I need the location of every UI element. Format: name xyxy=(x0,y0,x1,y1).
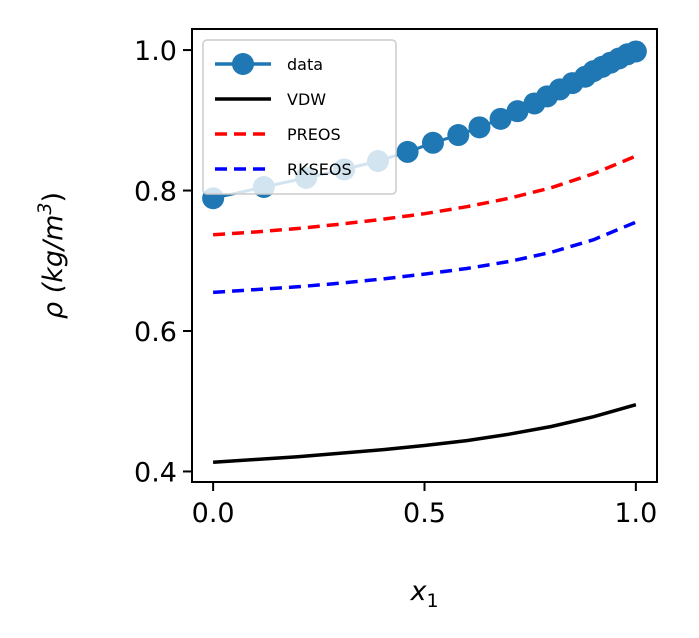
x-tick-label: 0.0 xyxy=(192,498,235,529)
legend-box xyxy=(202,39,397,195)
data-point xyxy=(489,107,512,130)
y-axis-label-superscript: 3 xyxy=(34,203,56,215)
x-tick-label: 0.5 xyxy=(403,498,446,529)
series-line-vdw xyxy=(212,403,637,465)
data-point xyxy=(624,40,647,63)
y-tick-label: 0.4 xyxy=(134,457,177,488)
series-line-rkseos xyxy=(212,220,637,295)
data-point xyxy=(447,124,470,147)
legend: data VDW PREOS RKSEOS xyxy=(202,39,397,195)
y-axis-label-main: ρ (kg/m xyxy=(38,215,69,319)
x-axis-label: x1 xyxy=(409,576,438,612)
data-point xyxy=(468,116,491,139)
y-tick-label: 1.0 xyxy=(134,36,177,67)
ticks-layer: 0.0 0.5 1.0 0.4 0.6 0.8 1.0 xyxy=(134,36,657,529)
data-point xyxy=(421,131,444,154)
x-axis-label-main: x xyxy=(409,576,427,607)
data-point xyxy=(506,100,529,123)
y-axis-label: ρ (kg/m3) xyxy=(34,192,69,319)
legend-label-vdw: VDW xyxy=(287,90,326,109)
data-point xyxy=(396,140,419,163)
series-line-preos xyxy=(212,154,637,237)
legend-label-data: data xyxy=(287,55,323,74)
x-axis-label-subscript: 1 xyxy=(426,590,438,612)
legend-label-rkseos: RKSEOS xyxy=(287,160,352,179)
y-tick-label: 0.6 xyxy=(134,317,177,348)
y-tick-label: 0.8 xyxy=(134,177,177,208)
y-axis-label-close: ) xyxy=(38,192,69,203)
x-tick-label: 1.0 xyxy=(614,498,657,529)
legend-label-preos: PREOS xyxy=(287,125,341,144)
legend-marker-data xyxy=(232,53,254,75)
